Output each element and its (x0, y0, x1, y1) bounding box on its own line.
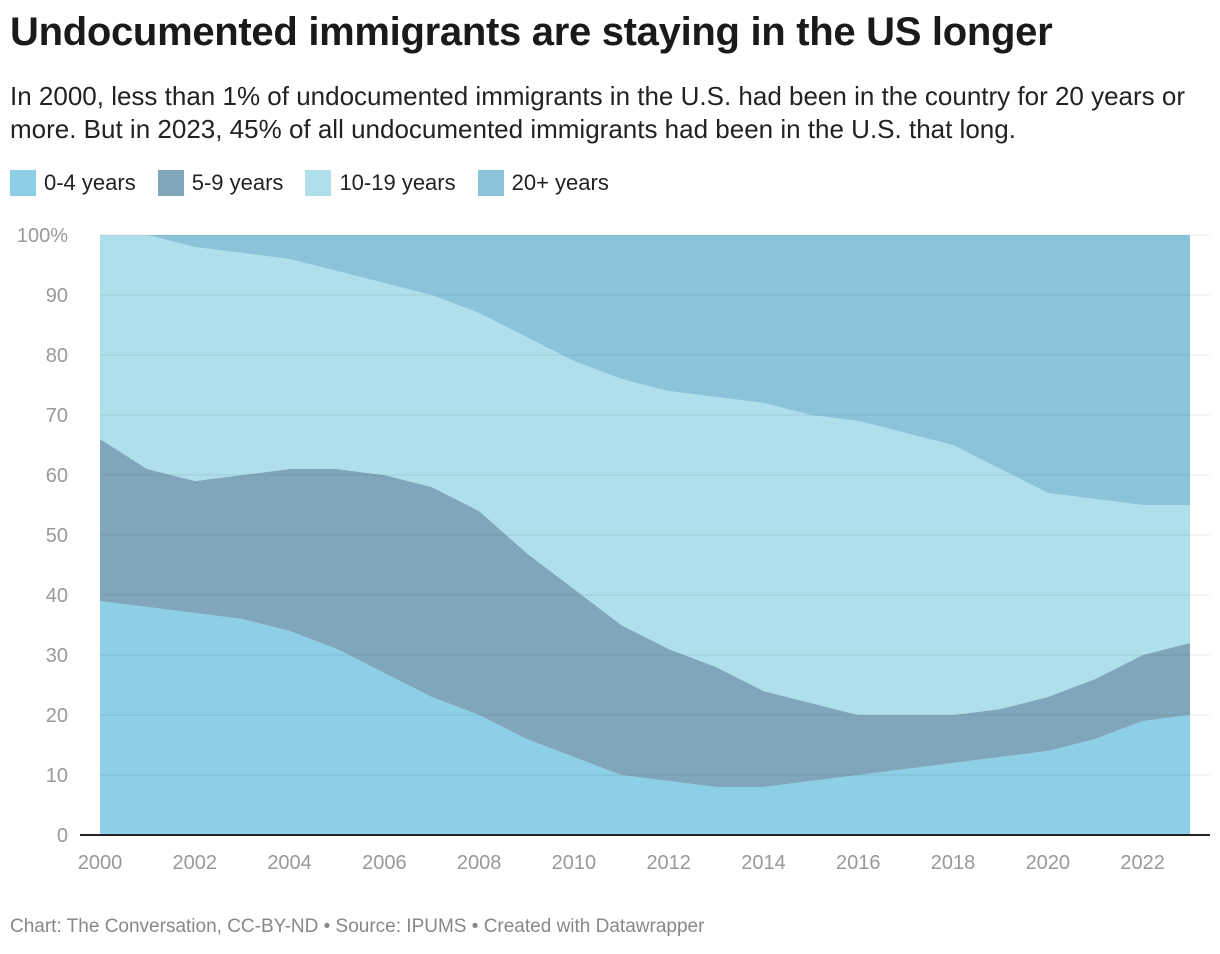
legend-item-0-4-years: 0-4 years (10, 170, 136, 196)
y-tick-label: 100% (17, 225, 68, 247)
stacked-area-chart: 0 10 20 30 40 50 60 70 80 90 100% 2000 2002 2004 2006… (17, 225, 1210, 874)
area-5-9-years (100, 439, 1190, 787)
legend-label: 20+ years (511, 170, 609, 195)
legend-item-5-9-years: 5-9 years (157, 170, 284, 196)
legend-label: 10-19 years (339, 170, 456, 195)
legend-label: 0-4 years (44, 170, 136, 195)
y-tick-label: 50 (46, 525, 68, 547)
y-tick-label: 80 (46, 345, 68, 367)
y-tick-label: 70 (46, 405, 68, 427)
x-tick-label: 2018 (931, 852, 976, 874)
x-tick-label: 2002 (173, 852, 218, 874)
legend-label: 5-9 years (191, 170, 284, 195)
x-tick-label: 2006 (362, 852, 407, 874)
legend-item-10-19-years: 10-19 years (305, 170, 456, 196)
area-20-years (100, 235, 1190, 505)
legend-swatch (477, 170, 504, 196)
chart-subtitle: In 2000, less than 1% of undocumented im… (10, 81, 1186, 144)
x-tick-label: 2012 (646, 852, 691, 874)
area-0-4-years (100, 601, 1190, 835)
x-axis: 2000 2002 2004 2006 2008 2010 2012 2014 2016 2018… (78, 834, 1210, 874)
y-axis: 0 10 20 30 40 50 60 70 80 90 100% (17, 225, 68, 847)
legend: 0-4 years 5-9 years 10-19 years 20+ year… (10, 170, 609, 196)
gridlines (100, 234, 1210, 776)
chart-footer: Chart: The Conversation, CC-BY-ND • Sour… (10, 916, 705, 937)
y-tick-label: 20 (46, 705, 68, 727)
legend-swatch (10, 170, 36, 196)
legend-swatch (157, 170, 184, 196)
x-tick-label: 2010 (552, 852, 597, 874)
y-tick-label: 60 (46, 465, 68, 487)
chart-title: Undocumented immigrants are staying in t… (10, 10, 1053, 54)
area-10-19-years (100, 235, 1190, 715)
x-tick-label: 2008 (457, 852, 502, 874)
x-tick-label: 2014 (741, 852, 786, 874)
y-tick-label: 90 (46, 285, 68, 307)
x-tick-label: 2020 (1026, 852, 1071, 874)
y-tick-label: 30 (46, 645, 68, 667)
x-tick-label: 2004 (267, 852, 312, 874)
y-tick-label: 10 (46, 765, 68, 787)
x-tick-label: 2000 (78, 852, 123, 874)
legend-swatch (305, 170, 332, 196)
y-tick-label: 0 (57, 825, 68, 847)
x-tick-label: 2022 (1120, 852, 1165, 874)
x-tick-label: 2016 (836, 852, 881, 874)
y-tick-label: 40 (46, 585, 68, 607)
legend-item-20-plus-years: 20+ years (477, 170, 609, 196)
area-layers (100, 235, 1190, 835)
